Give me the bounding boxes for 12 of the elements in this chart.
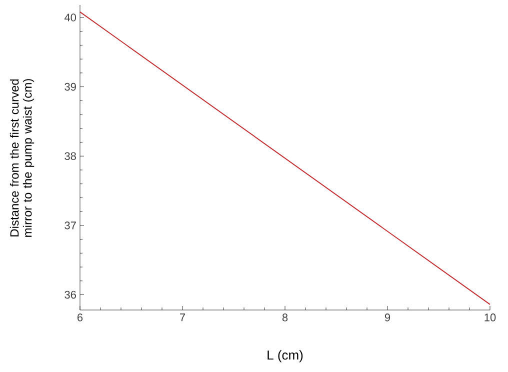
x-tick-label: 8 (282, 314, 288, 322)
y-axis-title: Distance from the first curved mirror to the pump waist (cm) (10, 79, 34, 237)
x-axis-title: L (cm) (268, 350, 303, 362)
x-tick-label: 6 (78, 314, 83, 322)
y-tick-label: 36 (64, 290, 76, 299)
x-tick-label: 10 (484, 314, 496, 322)
y-tick-label: 38 (64, 152, 76, 160)
x-tick-label: 7 (180, 314, 186, 322)
x-tick-label: 9 (384, 314, 390, 322)
y-tick-label: 37 (64, 222, 76, 230)
y-tick-label: 40 (64, 14, 76, 22)
y-tick-label: 39 (64, 82, 76, 91)
